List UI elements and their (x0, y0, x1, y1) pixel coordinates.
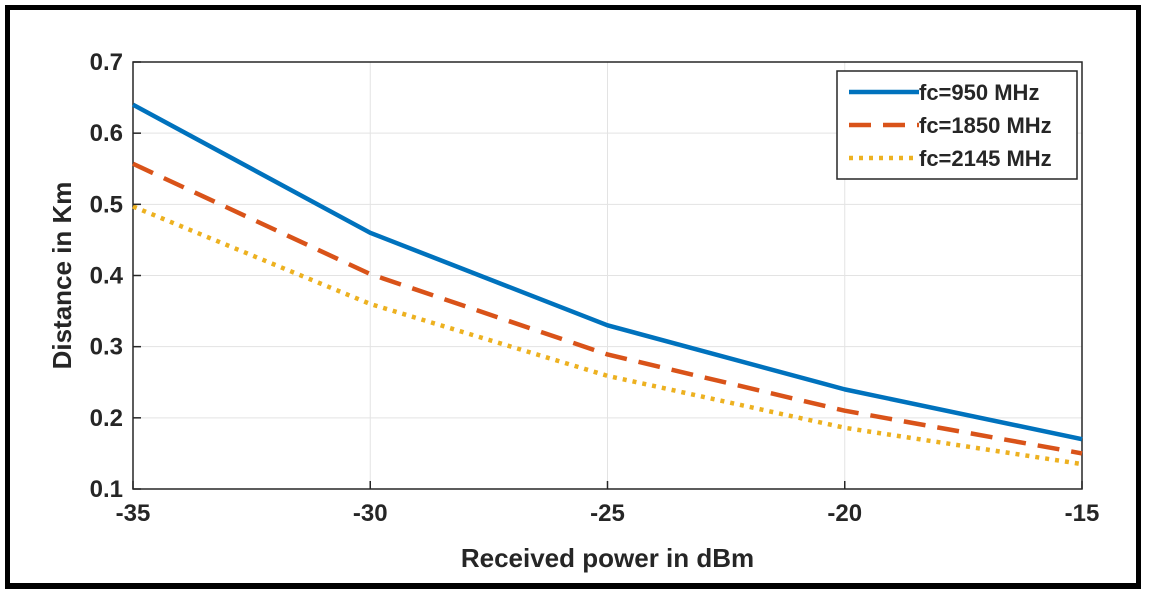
y-tick-label: 0.2 (90, 405, 123, 432)
y-tick-label: 0.1 (90, 476, 123, 503)
x-tick-label: -20 (827, 500, 862, 527)
legend-box (836, 70, 1078, 180)
x-axis: -35 -30 -25 -20 -15 (116, 481, 1100, 527)
legend: fc=950 MHz fc=1850 MHz fc=2145 MHz (836, 70, 1078, 180)
x-tick-label: -30 (353, 500, 388, 527)
series-line-3 (132, 204, 1083, 467)
y-axis: 0.1 0.2 0.3 0.4 0.5 0.6 0.7 (90, 49, 141, 503)
x-tick-label: -15 (1065, 500, 1100, 527)
y-tick-label: 0.4 (90, 263, 124, 290)
y-tick-label: 0.5 (90, 191, 123, 218)
y-tick-label: 0.6 (90, 120, 123, 147)
y-axis-label: Distance in Km (47, 182, 77, 370)
y-tick-label: 0.3 (90, 334, 123, 361)
x-axis-label: Received power in dBm (461, 543, 754, 573)
x-tick-label: -25 (590, 500, 625, 527)
legend-label-2: fc=1850 MHz (919, 113, 1052, 138)
legend-label-1: fc=950 MHz (919, 80, 1039, 105)
x-tick-label: -35 (116, 500, 151, 527)
figure-frame (5, 5, 1141, 589)
series-line-2 (132, 161, 1083, 456)
series-line-1 (131, 102, 1083, 442)
series-layer (131, 102, 1083, 467)
legend-label-3: fc=2145 MHz (919, 146, 1052, 171)
y-tick-label: 0.7 (90, 49, 123, 76)
